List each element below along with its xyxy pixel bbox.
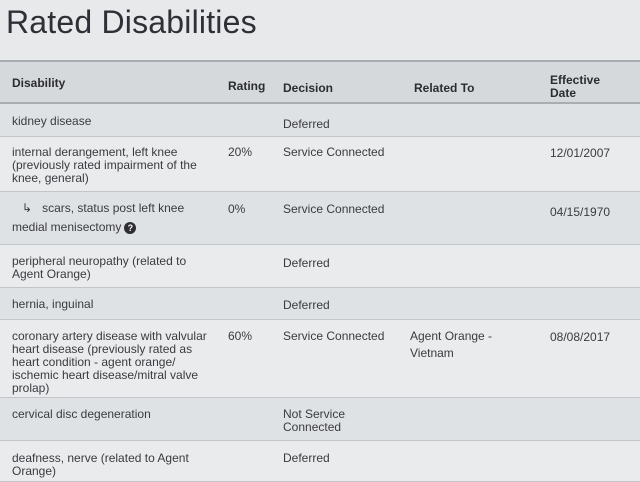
effective-date-value: 08/08/2017 bbox=[550, 330, 611, 344]
header-related-to: Related To bbox=[414, 81, 475, 95]
header-decision: Decision bbox=[283, 81, 334, 95]
disability-name: kidney disease bbox=[12, 114, 92, 128]
disability-name-continued: medial menisectomy? bbox=[12, 221, 222, 234]
disability-name: hernia, inguinal bbox=[12, 297, 94, 311]
decision-value: Deferred bbox=[283, 256, 330, 270]
decision-value: Service Connected bbox=[283, 145, 385, 159]
disability-name: ↳ scars, status post left knee bbox=[22, 201, 185, 215]
disability-name: internal derangement, left knee (previou… bbox=[12, 145, 197, 185]
disability-name: peripheral neuropathy (related to Agent … bbox=[12, 254, 187, 281]
table-row: internal derangement, left knee (previou… bbox=[0, 137, 640, 192]
table-row: kidney disease Deferred bbox=[0, 104, 640, 137]
table-row: peripheral neuropathy (related to Agent … bbox=[0, 245, 640, 288]
disability-name: coronary artery disease with valvular he… bbox=[12, 329, 207, 395]
question-circle-icon[interactable]: ? bbox=[124, 221, 137, 234]
rated-disabilities-table: Disability Rating Decision Related To Ef… bbox=[0, 60, 640, 482]
header-rating: Rating bbox=[228, 79, 266, 93]
decision-value: Deferred bbox=[283, 298, 330, 312]
table-row: deafness, nerve (related to Agent Orange… bbox=[0, 441, 640, 482]
rating-value: 60% bbox=[228, 329, 253, 343]
disability-name: cervical disc degeneration bbox=[12, 407, 151, 421]
table-row: ↳ scars, status post left knee medial men… bbox=[0, 192, 640, 245]
page-title: Rated Disabilities bbox=[6, 4, 257, 40]
header-effective-date: Effective Date bbox=[550, 73, 601, 100]
rating-value: 0% bbox=[228, 202, 246, 216]
decision-value: Service Connected bbox=[283, 329, 385, 343]
disability-name: deafness, nerve (related to Agent Orange… bbox=[12, 451, 189, 478]
table-row: coronary artery disease with valvular he… bbox=[0, 320, 640, 398]
header-disability: Disability bbox=[12, 76, 66, 90]
decision-value: Deferred bbox=[283, 451, 330, 465]
child-arrow-icon: ↳ bbox=[22, 201, 33, 215]
rating-value: 20% bbox=[228, 145, 253, 159]
table-header: Disability Rating Decision Related To Ef… bbox=[0, 62, 640, 104]
related-to-value: Agent Orange - Vietnam bbox=[410, 329, 493, 360]
decision-value: Deferred bbox=[283, 117, 330, 131]
effective-date-value: 04/15/1970 bbox=[550, 205, 611, 219]
decision-value: Not Service Connected bbox=[283, 407, 346, 434]
decision-value: Service Connected bbox=[283, 202, 385, 216]
effective-date-value: 12/01/2007 bbox=[550, 146, 611, 160]
table-row: cervical disc degeneration Not Service C… bbox=[0, 398, 640, 441]
table-row: hernia, inguinal Deferred bbox=[0, 288, 640, 320]
